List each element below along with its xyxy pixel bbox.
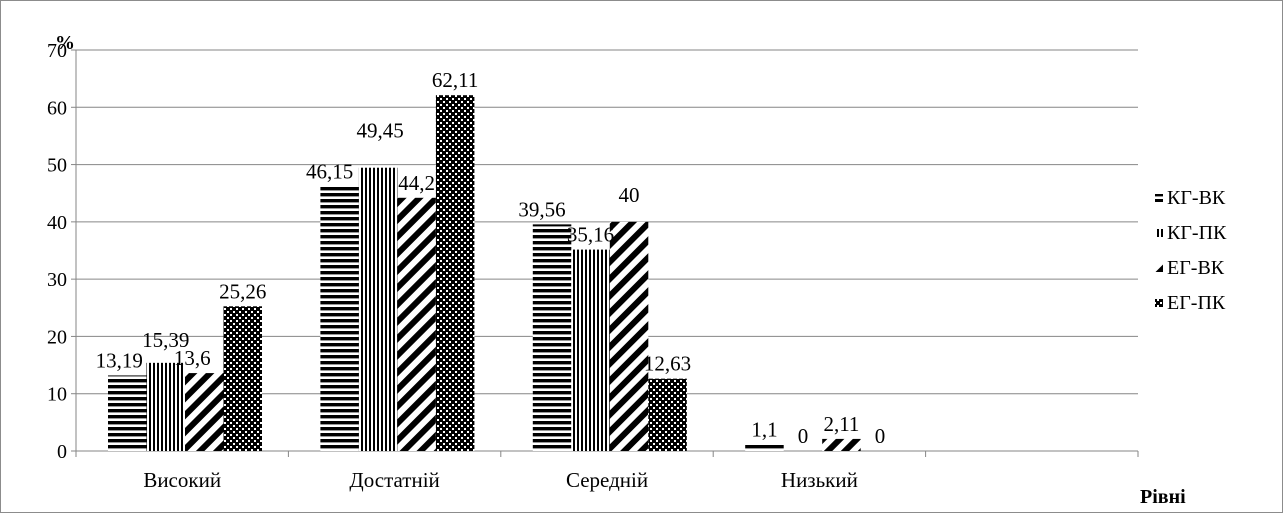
bar xyxy=(108,375,147,451)
bar xyxy=(320,186,359,451)
data-label: 13,6 xyxy=(174,346,211,370)
x-axis-title: Рівні xyxy=(1140,486,1186,508)
bar xyxy=(146,362,185,451)
data-label: 12,63 xyxy=(644,352,691,376)
data-label: 25,26 xyxy=(219,279,266,303)
bar xyxy=(648,378,687,451)
bar xyxy=(822,438,861,451)
data-labels: 13,19 46,15 39,56 1,1 15,39 49,45 35,16 0 13,6 44… xyxy=(96,68,886,448)
x-category-label: Достатній xyxy=(349,468,439,492)
legend-swatch xyxy=(1155,299,1163,307)
bar xyxy=(745,444,784,451)
x-category-labels: Високий Достатній Середній Низький xyxy=(143,468,858,492)
data-label: 39,56 xyxy=(518,197,565,221)
x-category-label: Низький xyxy=(781,468,858,492)
data-label: 35,16 xyxy=(567,223,614,247)
data-label: 40 xyxy=(619,183,640,207)
legend-swatch xyxy=(1155,229,1163,237)
y-tick-label: 20 xyxy=(47,326,67,348)
bars xyxy=(108,95,861,451)
data-label: 49,45 xyxy=(357,119,404,143)
bar xyxy=(397,197,436,451)
legend-swatch xyxy=(1155,194,1163,202)
legend-label: ЕГ-ПК xyxy=(1167,292,1226,314)
data-label: 15,39 xyxy=(142,328,189,352)
y-tick-label: 50 xyxy=(47,155,67,177)
y-tick-label: 60 xyxy=(47,97,67,119)
bar xyxy=(185,373,224,451)
legend-label: КГ-ВК xyxy=(1167,187,1226,209)
y-tick-label: 10 xyxy=(47,384,67,406)
data-label: 46,15 xyxy=(306,160,353,184)
legend-swatch xyxy=(1155,264,1163,272)
x-category-label: Середній xyxy=(566,468,648,492)
data-label: 2,11 xyxy=(823,412,859,436)
data-label: 44,2 xyxy=(398,171,435,195)
bar xyxy=(609,221,649,451)
data-label: 62,11 xyxy=(432,68,478,92)
bar xyxy=(358,167,398,451)
legend-label: ЕГ-ВК xyxy=(1167,257,1225,279)
legend: КГ-ВК КГ-ПК ЕГ-ВК ЕГ-ПК xyxy=(1155,187,1227,314)
data-label: 0 xyxy=(875,424,886,448)
bar xyxy=(435,95,475,451)
y-tick-label: 40 xyxy=(47,212,67,234)
y-tick-label: 30 xyxy=(47,269,67,291)
legend-label: КГ-ПК xyxy=(1167,222,1227,244)
data-label: 0 xyxy=(798,424,809,448)
bar xyxy=(571,249,610,451)
bar xyxy=(223,306,262,451)
y-tick-labels: 0 10 20 30 40 50 60 70 xyxy=(47,40,67,463)
y-tick-label: 70 xyxy=(47,40,67,62)
bar xyxy=(532,224,572,451)
y-axis-unit: % xyxy=(55,32,75,54)
x-category-label: Високий xyxy=(143,468,221,492)
data-label: 1,1 xyxy=(751,418,777,442)
y-tick-label: 0 xyxy=(57,441,67,463)
data-label: 13,19 xyxy=(96,348,143,372)
